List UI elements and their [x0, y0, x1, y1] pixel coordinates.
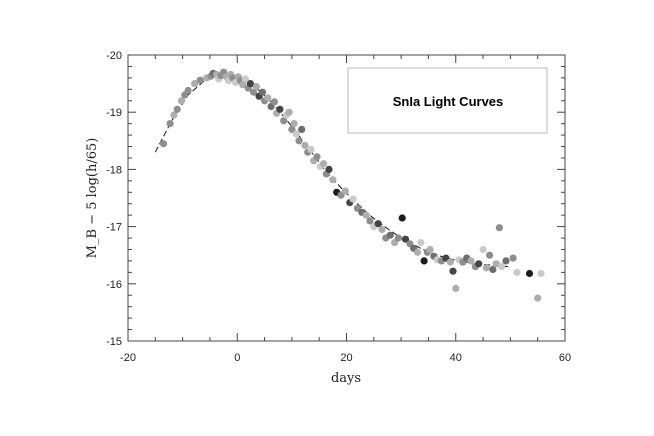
data-point	[486, 251, 494, 259]
data-point	[479, 245, 487, 254]
data-point	[166, 120, 174, 128]
x-tick-label: 20	[340, 352, 352, 364]
data-point	[307, 145, 315, 153]
y-axis-title: M_B − 5 log(h/65)	[85, 138, 100, 259]
data-point	[196, 76, 204, 84]
data-point	[509, 254, 517, 262]
data-point	[492, 260, 500, 268]
data-point	[285, 108, 293, 116]
data-point	[426, 245, 434, 254]
data-point	[502, 257, 510, 265]
data-point	[475, 260, 483, 268]
data-point	[295, 137, 303, 145]
data-point	[239, 81, 247, 89]
data-point	[184, 86, 192, 95]
data-point	[467, 257, 475, 265]
data-point	[320, 160, 328, 168]
data-point	[386, 231, 394, 239]
data-point	[446, 258, 454, 266]
data-point	[159, 140, 168, 148]
data-point	[495, 224, 503, 232]
y-tick-labels: -20 -19 -18 -17 -16 -15	[106, 50, 122, 348]
x-tick-label: -20	[120, 352, 136, 364]
data-points	[159, 68, 545, 302]
y-tick-label: -15	[106, 336, 122, 348]
data-point	[534, 294, 542, 302]
data-point	[290, 120, 298, 128]
y-tick-label: -19	[106, 107, 122, 119]
data-point	[366, 217, 374, 225]
data-point	[489, 265, 497, 274]
data-point	[252, 82, 260, 91]
data-point	[292, 130, 300, 138]
data-point	[241, 75, 249, 83]
data-point	[374, 220, 382, 228]
data-point	[394, 234, 402, 242]
x-tick-label: 0	[234, 352, 240, 364]
legend-title: SnIa Light Curves	[393, 94, 504, 109]
x-tick-labels: -20 0 20 40 60	[120, 352, 571, 364]
data-point	[398, 214, 406, 222]
x-axis-title: days	[331, 371, 361, 386]
data-point	[349, 195, 357, 203]
data-point	[325, 165, 333, 173]
data-point	[280, 117, 288, 125]
y-tick-label: -18	[106, 164, 122, 176]
data-point	[173, 105, 181, 113]
data-point	[313, 153, 321, 161]
data-point	[452, 284, 460, 292]
data-point	[413, 248, 422, 256]
y-tick-label: -16	[106, 279, 122, 291]
x-tick-label: 40	[450, 352, 462, 364]
data-point	[341, 187, 349, 195]
data-point	[170, 111, 178, 119]
data-point	[301, 141, 309, 149]
data-point	[264, 94, 272, 102]
data-point	[482, 264, 490, 272]
data-point	[525, 269, 534, 278]
data-point	[298, 125, 306, 133]
data-point	[449, 267, 457, 275]
data-point	[537, 269, 545, 278]
data-point	[246, 80, 254, 88]
y-tick-label: -17	[106, 222, 122, 234]
axis-ticks	[127, 54, 566, 342]
y-tick-label: -20	[106, 50, 122, 62]
data-point	[288, 125, 296, 133]
data-point	[401, 235, 410, 243]
data-point	[420, 257, 428, 265]
data-point	[513, 268, 521, 276]
data-point	[276, 105, 284, 113]
data-point	[191, 80, 199, 88]
data-point	[329, 176, 337, 184]
legend-box	[347, 67, 548, 134]
data-point	[258, 88, 266, 96]
data-point	[417, 239, 425, 247]
data-point	[177, 97, 186, 105]
data-point	[270, 98, 278, 106]
data-point	[250, 88, 258, 96]
data-point	[378, 225, 386, 234]
data-point	[362, 211, 370, 219]
x-tick-label: 60	[559, 352, 571, 364]
data-point	[498, 263, 506, 271]
